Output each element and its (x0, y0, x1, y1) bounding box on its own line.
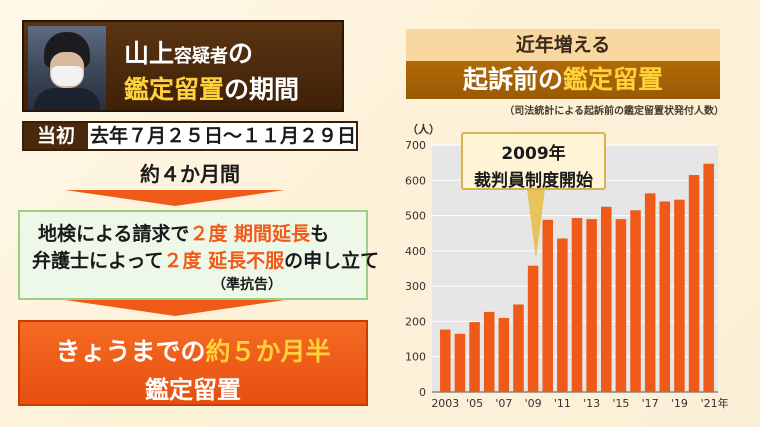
initial-dates: 去年７月２５日～１１月２９日 (90, 125, 357, 147)
y-tick-label: 300 (405, 280, 426, 293)
bar-2013 (586, 219, 597, 392)
bar-2003 (440, 329, 451, 392)
x-tick-label: '15 (612, 397, 629, 410)
initial-label: 当初 (24, 123, 88, 149)
y-tick-label: 0 (419, 386, 426, 399)
result-box: きょうまでの約５か月半 鑑定留置 (18, 320, 368, 406)
extension-box: 地検による請求で２度 期間延長も 弁護士によって２度 延長不服の申し立て （準抗… (18, 210, 379, 300)
x-tick-label: '19 (671, 397, 688, 410)
x-tick-label: '09 (525, 397, 542, 410)
bar-2021 (703, 163, 714, 392)
result-line-2: 鑑定留置 (145, 376, 241, 404)
down-arrow-icon (65, 190, 285, 206)
x-tick-label: '21年 (701, 396, 729, 410)
callout-pointer-icon (527, 189, 545, 259)
y-tick-label: 200 (405, 315, 426, 328)
bar-2004 (454, 333, 466, 392)
bar-2012 (571, 218, 583, 392)
extension-line-3: （準抗告） (212, 277, 282, 293)
chart-title: 起訴前の鑑定留置 (406, 61, 720, 99)
bar-2005 (469, 322, 480, 392)
y-tick-label: 100 (405, 351, 426, 364)
callout-line-1: 2009年 (501, 144, 566, 164)
result-line-1: きょうまでの約５か月半 (55, 337, 331, 366)
suspect-photo (28, 26, 106, 110)
y-tick-label: 500 (405, 210, 426, 223)
bar-2007 (498, 317, 510, 392)
extension-line-2: 弁護士によって２度 延長不服の申し立て (32, 250, 380, 272)
bar-2011 (557, 238, 568, 392)
y-tick-label: 600 (405, 174, 426, 187)
x-tick-label: '17 (642, 397, 659, 410)
y-tick-label: 700 (405, 139, 426, 152)
header-panel: 山上容疑者の 鑑定留置の期間 (22, 20, 344, 112)
callout-2009: 2009年 裁判員制度開始 (461, 132, 606, 191)
bar-2014 (600, 206, 612, 392)
bar-2019 (674, 199, 685, 392)
bar-2008 (513, 304, 524, 392)
bar-2009 (527, 265, 539, 392)
x-tick-label: '07 (495, 397, 512, 410)
y-tick-label: 400 (405, 245, 426, 258)
extension-line-1: 地検による請求で２度 期間延長も (38, 223, 330, 245)
x-tick-label: 2003 (431, 397, 459, 410)
header-period-line: 鑑定留置の期間 (124, 75, 300, 104)
x-tick-label: '13 (583, 397, 600, 410)
bar-2018 (659, 201, 671, 392)
bar-2010 (542, 219, 554, 392)
bar-2020 (688, 174, 700, 392)
callout-line-2: 裁判員制度開始 (474, 171, 593, 191)
bar-2006 (483, 311, 495, 392)
down-arrow-icon (65, 300, 285, 316)
approx-duration: 約４か月間 (140, 162, 240, 186)
x-tick-label: '11 (554, 397, 571, 410)
chart-tag: 近年増える (406, 29, 720, 61)
initial-period-bar: 当初 去年７月２５日～１１月２９日 (22, 121, 358, 151)
bar-2015 (615, 219, 627, 392)
chart-subtitle: （司法統計による起訴前の鑑定留置状発付人数） (504, 106, 724, 117)
bar-2016 (630, 210, 641, 392)
x-tick-label: '05 (466, 397, 483, 410)
header-name-line: 山上容疑者の (124, 39, 254, 68)
y-axis-unit: （人） (407, 122, 440, 136)
bar-2017 (644, 193, 656, 392)
